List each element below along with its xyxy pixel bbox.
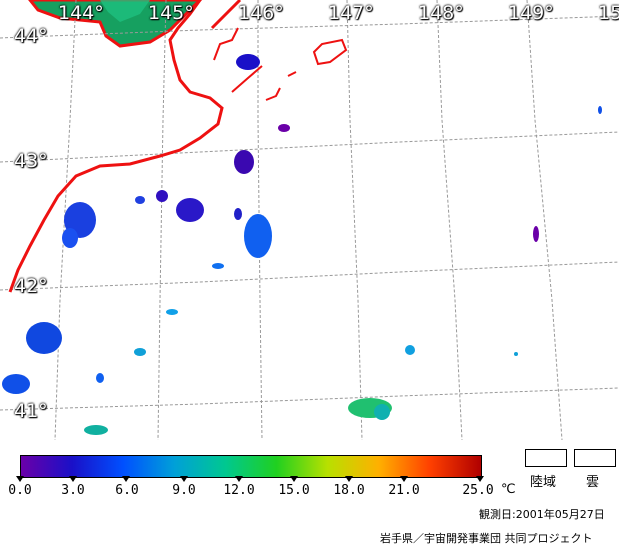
scale-tick-25 (476, 476, 484, 482)
scale-tick-15 (290, 476, 298, 482)
scale-tick-12 (235, 476, 243, 482)
scale-label-18: 18.0 (333, 483, 365, 498)
coastline-island-5 (312, 38, 348, 66)
coastline-island-3 (231, 65, 263, 93)
sst-patches (2, 54, 602, 435)
latitude-label-44: 44° (14, 25, 48, 47)
longitude-label-145: 145° (148, 2, 194, 24)
longitude-label-144: 144° (58, 2, 104, 24)
coastline-island-6 (287, 71, 297, 77)
latitude-label-42: 42° (14, 275, 48, 297)
scale-tick-6 (122, 476, 130, 482)
observation-date: 観測日:2001年05月27日 (479, 508, 605, 521)
latitude-label-41: 41° (14, 400, 48, 422)
land-texture (100, 0, 150, 22)
scale-label-3: 3.0 (61, 483, 85, 498)
scale-label-6: 6.0 (115, 483, 139, 498)
land-hokkaido (28, 0, 203, 48)
scale-unit: ℃ (501, 482, 516, 497)
cloud-legend-box (574, 449, 616, 467)
land-legend-label: 陸域 (530, 475, 557, 490)
longitude-label-150: 15 (598, 2, 619, 24)
latitude-label-43: 43° (14, 150, 48, 172)
longitude-label-149: 149° (508, 2, 554, 24)
sea-surface-temperature-map (0, 0, 619, 440)
scale-label-12: 12.0 (223, 483, 255, 498)
coastline (8, 0, 224, 293)
project-credit: 岩手県／宇宙開発事業団 共同プロジェクト (380, 532, 593, 545)
scale-label-25: 25.0 (462, 483, 494, 498)
scale-label-21: 21.0 (388, 483, 420, 498)
coastline-island-4 (265, 87, 281, 101)
longitude-label-148: 148° (418, 2, 464, 24)
longitude-label-146: 146° (238, 2, 284, 24)
coastline-island-2 (213, 27, 239, 61)
scale-label-9: 9.0 (172, 483, 196, 498)
temperature-color-scale (20, 455, 482, 478)
cloud-legend-label: 雲 (586, 475, 600, 490)
land-legend-box (525, 449, 567, 467)
scale-tick-21 (400, 476, 408, 482)
scale-tick-3 (69, 476, 77, 482)
scale-tick-0 (16, 476, 24, 482)
scale-label-0: 0.0 (8, 483, 32, 498)
coastline-island-1 (210, 0, 242, 30)
scale-tick-9 (180, 476, 188, 482)
scale-label-15: 15.0 (278, 483, 310, 498)
longitude-label-147: 147° (328, 2, 374, 24)
scale-tick-18 (345, 476, 353, 482)
